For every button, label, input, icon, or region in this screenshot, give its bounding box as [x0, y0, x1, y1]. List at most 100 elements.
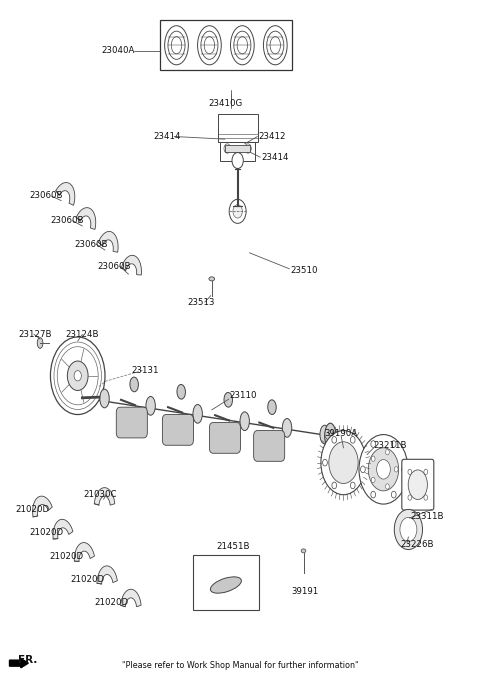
- Text: 23060B: 23060B: [74, 239, 108, 248]
- Text: 23131: 23131: [131, 366, 158, 375]
- Circle shape: [368, 448, 398, 491]
- Circle shape: [359, 434, 408, 504]
- Bar: [193, 555, 259, 610]
- Circle shape: [424, 495, 428, 500]
- Circle shape: [371, 441, 375, 447]
- Circle shape: [245, 144, 252, 153]
- Circle shape: [400, 518, 417, 542]
- Polygon shape: [76, 207, 96, 229]
- Circle shape: [74, 370, 81, 381]
- Ellipse shape: [37, 338, 43, 349]
- Text: 21020D: 21020D: [15, 505, 49, 514]
- Text: 23412: 23412: [259, 132, 286, 141]
- Circle shape: [371, 491, 375, 498]
- Circle shape: [224, 144, 230, 153]
- Circle shape: [332, 482, 336, 489]
- Text: 23414: 23414: [153, 132, 180, 141]
- Polygon shape: [94, 488, 115, 505]
- Circle shape: [232, 153, 243, 168]
- Ellipse shape: [204, 37, 215, 54]
- Circle shape: [391, 441, 396, 447]
- Ellipse shape: [270, 37, 280, 54]
- Bar: [220, 142, 255, 160]
- Polygon shape: [98, 231, 118, 252]
- Circle shape: [408, 469, 412, 475]
- Ellipse shape: [230, 26, 254, 65]
- Text: 23060B: 23060B: [29, 192, 63, 201]
- Circle shape: [385, 484, 389, 489]
- Circle shape: [394, 466, 398, 472]
- FancyBboxPatch shape: [253, 430, 285, 461]
- Ellipse shape: [282, 419, 292, 437]
- Ellipse shape: [168, 31, 185, 59]
- Ellipse shape: [264, 26, 287, 65]
- Polygon shape: [97, 566, 117, 584]
- Text: 39190A: 39190A: [324, 429, 358, 438]
- Circle shape: [229, 199, 246, 224]
- Text: 23124B: 23124B: [65, 330, 98, 339]
- Text: 23226B: 23226B: [400, 540, 433, 549]
- Ellipse shape: [198, 26, 221, 65]
- Polygon shape: [56, 183, 75, 205]
- Ellipse shape: [177, 385, 185, 399]
- Text: 23060B: 23060B: [50, 216, 84, 225]
- Text: 21020D: 21020D: [49, 552, 84, 561]
- Text: 23510: 23510: [291, 267, 318, 276]
- FancyBboxPatch shape: [209, 423, 240, 454]
- Text: 21030C: 21030C: [84, 490, 117, 499]
- Bar: [217, 115, 258, 143]
- Circle shape: [57, 346, 98, 405]
- Circle shape: [323, 459, 327, 466]
- FancyArrow shape: [10, 659, 28, 668]
- Ellipse shape: [237, 37, 248, 54]
- Text: 23040A: 23040A: [101, 46, 134, 55]
- Ellipse shape: [146, 396, 156, 415]
- Text: 39191: 39191: [292, 587, 319, 596]
- Ellipse shape: [320, 425, 329, 444]
- Circle shape: [350, 482, 355, 489]
- Circle shape: [402, 466, 407, 473]
- Circle shape: [424, 469, 428, 475]
- Ellipse shape: [240, 412, 250, 430]
- Text: 21020D: 21020D: [29, 529, 63, 537]
- Ellipse shape: [171, 37, 182, 54]
- Circle shape: [372, 477, 375, 483]
- Bar: [225, 145, 251, 152]
- Circle shape: [391, 491, 396, 498]
- Circle shape: [321, 430, 366, 494]
- Text: 23311B: 23311B: [410, 512, 444, 520]
- Circle shape: [372, 456, 375, 462]
- Ellipse shape: [210, 577, 241, 593]
- Text: 21020D: 21020D: [94, 599, 128, 608]
- Ellipse shape: [268, 400, 276, 415]
- Polygon shape: [33, 496, 52, 517]
- Text: FR.: FR.: [18, 655, 37, 666]
- Circle shape: [394, 509, 422, 550]
- Text: 23110: 23110: [229, 391, 257, 400]
- Ellipse shape: [201, 31, 218, 59]
- Text: 21020D: 21020D: [71, 575, 105, 584]
- Circle shape: [408, 495, 412, 500]
- Ellipse shape: [324, 424, 336, 449]
- Ellipse shape: [165, 26, 188, 65]
- FancyBboxPatch shape: [402, 459, 434, 510]
- Text: "Please refer to Work Shop Manual for further information": "Please refer to Work Shop Manual for fu…: [122, 661, 358, 670]
- FancyBboxPatch shape: [116, 407, 147, 438]
- Text: 23513: 23513: [187, 298, 215, 307]
- Text: 23211B: 23211B: [373, 441, 407, 450]
- Text: 23414: 23414: [261, 153, 288, 162]
- Ellipse shape: [224, 392, 232, 407]
- Circle shape: [332, 436, 336, 443]
- Circle shape: [54, 342, 101, 409]
- Text: 23127B: 23127B: [18, 330, 51, 339]
- Polygon shape: [120, 589, 141, 607]
- Ellipse shape: [100, 389, 109, 408]
- Ellipse shape: [234, 31, 251, 59]
- Circle shape: [50, 337, 105, 415]
- Ellipse shape: [301, 549, 306, 553]
- Ellipse shape: [209, 277, 215, 281]
- Ellipse shape: [130, 377, 138, 391]
- Polygon shape: [121, 255, 142, 275]
- Polygon shape: [53, 519, 73, 539]
- Circle shape: [360, 466, 365, 473]
